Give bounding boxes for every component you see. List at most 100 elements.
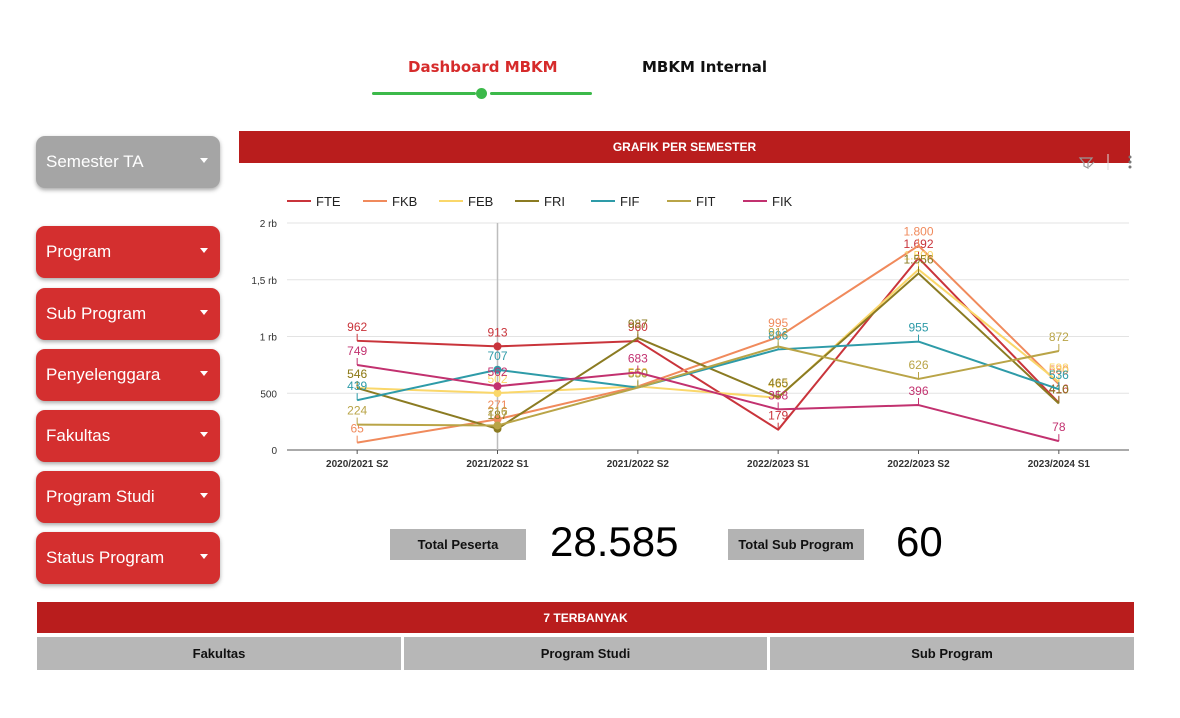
tab-indicator-dot xyxy=(476,88,487,99)
legend-label-fkb: FKB xyxy=(392,194,417,209)
more-options-icon[interactable] xyxy=(1128,155,1132,169)
column-header-sub-program[interactable]: Sub Program xyxy=(770,637,1134,670)
data-label-fkb: 995 xyxy=(768,316,788,330)
legend-label-feb: FEB xyxy=(468,194,493,209)
data-label-fit: 872 xyxy=(1049,330,1069,344)
data-point-feb xyxy=(493,389,502,398)
penyelenggara-label: Penyelenggara xyxy=(46,365,161,384)
y-tick-label: 0 xyxy=(271,446,277,457)
data-label-fri: 187 xyxy=(487,408,507,422)
status-program-dropdown[interactable]: Status Program xyxy=(36,532,220,584)
caret-down-icon xyxy=(200,310,208,315)
data-label-fri: 546 xyxy=(347,367,367,381)
data-point-fik xyxy=(493,382,502,391)
data-label-fit: 216 xyxy=(487,404,507,418)
data-label-feb: 546 xyxy=(347,367,367,381)
legend-label-fri: FRI xyxy=(544,194,565,209)
data-point-fkb xyxy=(493,415,502,424)
data-label-fri: 1.556 xyxy=(903,252,933,266)
data-label-fif: 536 xyxy=(1049,368,1069,382)
total-peserta-label: Total Peserta xyxy=(390,529,526,560)
table-title-bar: 7 TERBANYAK xyxy=(37,602,1134,633)
chart-title-bar: GRAFIK PER SEMESTER xyxy=(239,131,1130,163)
x-tick-label: 2021/2022 S1 xyxy=(466,459,529,470)
x-tick-label: 2022/2023 S1 xyxy=(747,459,810,470)
chart-toolbar xyxy=(1078,154,1132,170)
data-label-fte: 962 xyxy=(347,320,367,334)
legend-label-fte: FTE xyxy=(316,194,341,209)
program-dropdown[interactable]: Program xyxy=(36,226,220,278)
series-line-feb xyxy=(357,268,1060,399)
data-label-fik: 749 xyxy=(347,344,367,358)
y-tick-label: 1 rb xyxy=(260,333,278,344)
y-tick-label: 500 xyxy=(260,389,277,400)
data-label-fik: 683 xyxy=(628,351,648,365)
data-point-fif xyxy=(493,365,502,374)
tab-mbkm-internal[interactable]: MBKM Internal xyxy=(642,58,768,76)
x-tick-label: 2021/2022 S2 xyxy=(607,459,670,470)
legend-label-fik: FIK xyxy=(772,194,793,209)
total-sub-program-value: 60 xyxy=(896,518,943,565)
caret-down-icon xyxy=(200,493,208,498)
chart-title: GRAFIK PER SEMESTER xyxy=(612,140,757,154)
x-tick-label: 2020/2021 S2 xyxy=(326,459,389,470)
data-label-fri: 410 xyxy=(1049,382,1069,396)
column-header-program-studi[interactable]: Program Studi xyxy=(404,637,767,670)
x-tick-label: 2022/2023 S2 xyxy=(887,459,950,470)
table-title: 7 TERBANYAK xyxy=(543,610,628,625)
penyelenggara-dropdown[interactable]: Penyelenggara xyxy=(36,349,220,401)
x-tick-label: 2023/2024 S1 xyxy=(1028,459,1091,470)
series-line-fik xyxy=(357,363,1060,443)
data-label-fte: 913 xyxy=(487,325,507,339)
total-sub-program-label: Total Sub Program xyxy=(728,529,864,560)
data-label-fkb: 1.800 xyxy=(903,225,933,239)
y-tick-label: 1,5 rb xyxy=(251,276,277,287)
data-label-feb: 460 xyxy=(768,377,788,391)
caret-down-icon xyxy=(200,554,208,559)
data-label-fit: 224 xyxy=(347,404,367,418)
series-line-fit xyxy=(357,345,1060,427)
y-tick-label: 2 rb xyxy=(260,219,278,230)
data-label-fkb: 580 xyxy=(1049,363,1069,377)
data-label-fik: 396 xyxy=(908,384,928,398)
data-label-fri: 465 xyxy=(768,376,788,390)
sub-program-label: Sub Program xyxy=(46,304,147,323)
data-point-fte xyxy=(493,342,502,351)
sub-program-dropdown[interactable]: Sub Program xyxy=(36,288,220,340)
data-label-fri: 987 xyxy=(628,317,648,331)
status-program-label: Status Program xyxy=(46,548,165,567)
semester-ta-label: Semester TA xyxy=(46,152,144,171)
data-label-fif: 886 xyxy=(768,328,788,342)
data-label-feb: 1.590 xyxy=(903,249,933,263)
data-label-fif: 550 xyxy=(628,367,648,381)
semester-ta-dropdown[interactable]: Semester TA xyxy=(36,136,220,188)
data-label-fif: 707 xyxy=(487,349,507,363)
caret-down-icon xyxy=(200,248,208,253)
fakultas-label: Fakultas xyxy=(46,426,111,445)
program-label: Program xyxy=(46,242,112,261)
caret-down-icon xyxy=(200,432,208,437)
series-line-fif xyxy=(356,340,1060,402)
total-peserta-value: 28.585 xyxy=(550,518,679,565)
chart-filter-icon[interactable] xyxy=(1078,157,1095,169)
line-chart: 0 500 1 rb 1,5 rb 2 rb 2020/2021 S2 2021/2022 … xyxy=(251,194,1129,470)
column-header-fakultas[interactable]: Fakultas xyxy=(37,637,401,670)
series-line-fte xyxy=(357,256,1060,431)
legend-label-fif: FIF xyxy=(620,194,640,209)
caret-down-icon xyxy=(200,371,208,376)
fakultas-dropdown[interactable]: Fakultas xyxy=(36,410,220,462)
data-label-fit: 912 xyxy=(768,325,788,339)
data-label-fif: 955 xyxy=(908,321,928,335)
data-label-fik: 562 xyxy=(487,365,507,379)
data-label-fte: 960 xyxy=(628,320,648,334)
data-label-fkb: 271 xyxy=(487,398,507,412)
data-label-fif: 439 xyxy=(347,379,367,393)
data-label-feb: 598 xyxy=(1049,361,1069,375)
tab-dashboard-mbkm[interactable]: Dashboard MBKM xyxy=(408,58,558,76)
series-line-fkb xyxy=(357,244,1060,444)
program-studi-dropdown[interactable]: Program Studi xyxy=(36,471,220,523)
data-label-fit: 626 xyxy=(908,358,928,372)
data-label-fte: 179 xyxy=(768,409,788,423)
data-point-fit xyxy=(493,421,502,430)
data-label-feb: 502 xyxy=(487,372,507,386)
